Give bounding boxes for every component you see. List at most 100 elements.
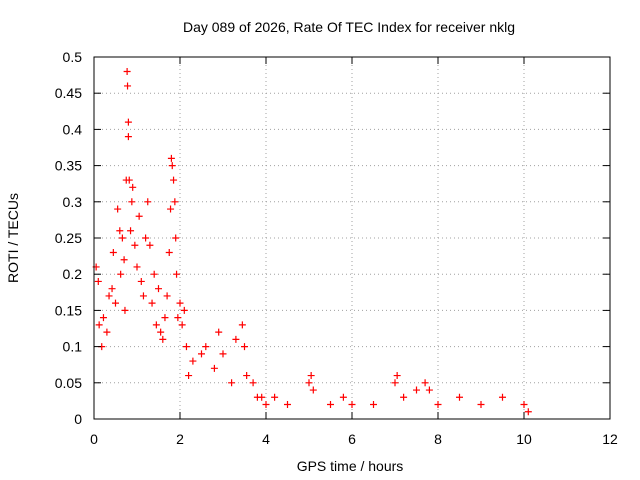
data-point — [168, 162, 176, 170]
x-tick-label: 2 — [176, 431, 184, 447]
data-point — [121, 306, 129, 314]
data-point — [99, 314, 107, 322]
data-point — [112, 299, 119, 307]
data-point — [258, 393, 266, 401]
data-point — [174, 314, 182, 322]
data-point — [128, 198, 136, 206]
data-point — [393, 372, 401, 380]
data-point — [146, 241, 154, 249]
data-point — [116, 227, 124, 235]
data-point — [94, 277, 102, 285]
data-point — [284, 401, 291, 409]
data-point — [127, 227, 135, 235]
data-point — [524, 408, 532, 416]
data-point — [400, 393, 408, 401]
data-point — [105, 292, 113, 300]
data-point — [176, 299, 184, 307]
data-point — [167, 154, 175, 162]
data-point — [241, 343, 248, 351]
data-point — [370, 401, 377, 409]
data-point — [391, 379, 399, 387]
data-point — [309, 386, 317, 394]
data-point — [307, 372, 315, 380]
grid-lines — [94, 57, 610, 419]
x-tick-label: 10 — [516, 431, 532, 447]
data-point — [125, 176, 133, 184]
data-point — [425, 386, 433, 394]
y-axis-title: ROTI / TECUs — [5, 193, 21, 283]
data-point — [238, 321, 246, 329]
y-tick-label: 0.3 — [63, 194, 83, 210]
data-point — [520, 401, 528, 409]
y-tick-label: 0.05 — [55, 375, 82, 391]
y-tick-label: 0.45 — [55, 85, 82, 101]
chart-title: Day 089 of 2026, Rate Of TEC Index for r… — [183, 19, 515, 35]
data-point — [421, 379, 429, 387]
data-point — [243, 372, 251, 380]
data-point — [173, 270, 181, 278]
data-point — [124, 118, 132, 126]
data-point — [228, 379, 236, 387]
data-point — [103, 328, 111, 336]
data-point — [135, 212, 143, 220]
data-point — [339, 393, 347, 401]
y-tick-label: 0.4 — [63, 121, 83, 137]
data-point — [131, 241, 139, 249]
data-point — [348, 401, 356, 409]
data-point — [142, 234, 150, 242]
data-point — [249, 379, 257, 387]
data-point — [305, 379, 313, 387]
data-point — [499, 393, 506, 401]
data-points — [92, 67, 532, 416]
y-tick-label: 0.25 — [55, 230, 82, 246]
data-point — [124, 133, 132, 141]
data-point — [413, 386, 420, 394]
y-tick-label: 0.35 — [55, 158, 82, 174]
x-axis-title: GPS time / hours — [297, 458, 404, 474]
data-point — [215, 328, 223, 336]
data-point — [152, 321, 160, 329]
data-point — [148, 299, 156, 307]
data-point — [182, 343, 190, 351]
data-point — [144, 198, 152, 206]
data-point — [210, 364, 218, 372]
data-point — [198, 350, 205, 358]
data-point — [155, 285, 162, 293]
data-point — [129, 183, 137, 191]
data-point — [262, 401, 270, 409]
data-point — [133, 263, 141, 271]
data-point — [167, 205, 175, 213]
data-point — [117, 270, 125, 278]
data-point — [109, 248, 117, 256]
data-point — [189, 357, 197, 365]
axes: 0 0.05 0.1 0.15 0.2 0.25 0.3 0.35 0.4 0.45 0.5 0 2 4 6… — [55, 49, 618, 447]
data-point — [232, 335, 240, 343]
data-point — [161, 314, 169, 322]
data-point — [434, 401, 442, 409]
data-point — [150, 270, 158, 278]
plot-frame — [93, 56, 611, 420]
data-point — [178, 321, 186, 329]
data-point — [108, 285, 116, 293]
data-point — [170, 176, 178, 184]
data-point — [165, 248, 173, 256]
data-point — [159, 335, 167, 343]
x-tick-label: 12 — [602, 431, 618, 447]
y-tick-label: 0.5 — [63, 49, 83, 65]
data-point — [157, 328, 165, 336]
y-tick-label: 0.2 — [63, 266, 83, 282]
data-point — [118, 234, 126, 242]
x-tick-label: 8 — [434, 431, 442, 447]
y-tick-label: 0.15 — [55, 302, 82, 318]
data-point — [171, 198, 179, 206]
y-tick-label: 0 — [74, 411, 82, 427]
data-point — [271, 393, 279, 401]
data-point — [185, 372, 193, 380]
data-point — [219, 350, 227, 358]
y-tick-label: 0.1 — [63, 339, 83, 355]
x-tick-label: 4 — [262, 431, 270, 447]
data-point — [172, 234, 180, 242]
data-point — [120, 256, 128, 264]
data-point — [327, 401, 334, 409]
